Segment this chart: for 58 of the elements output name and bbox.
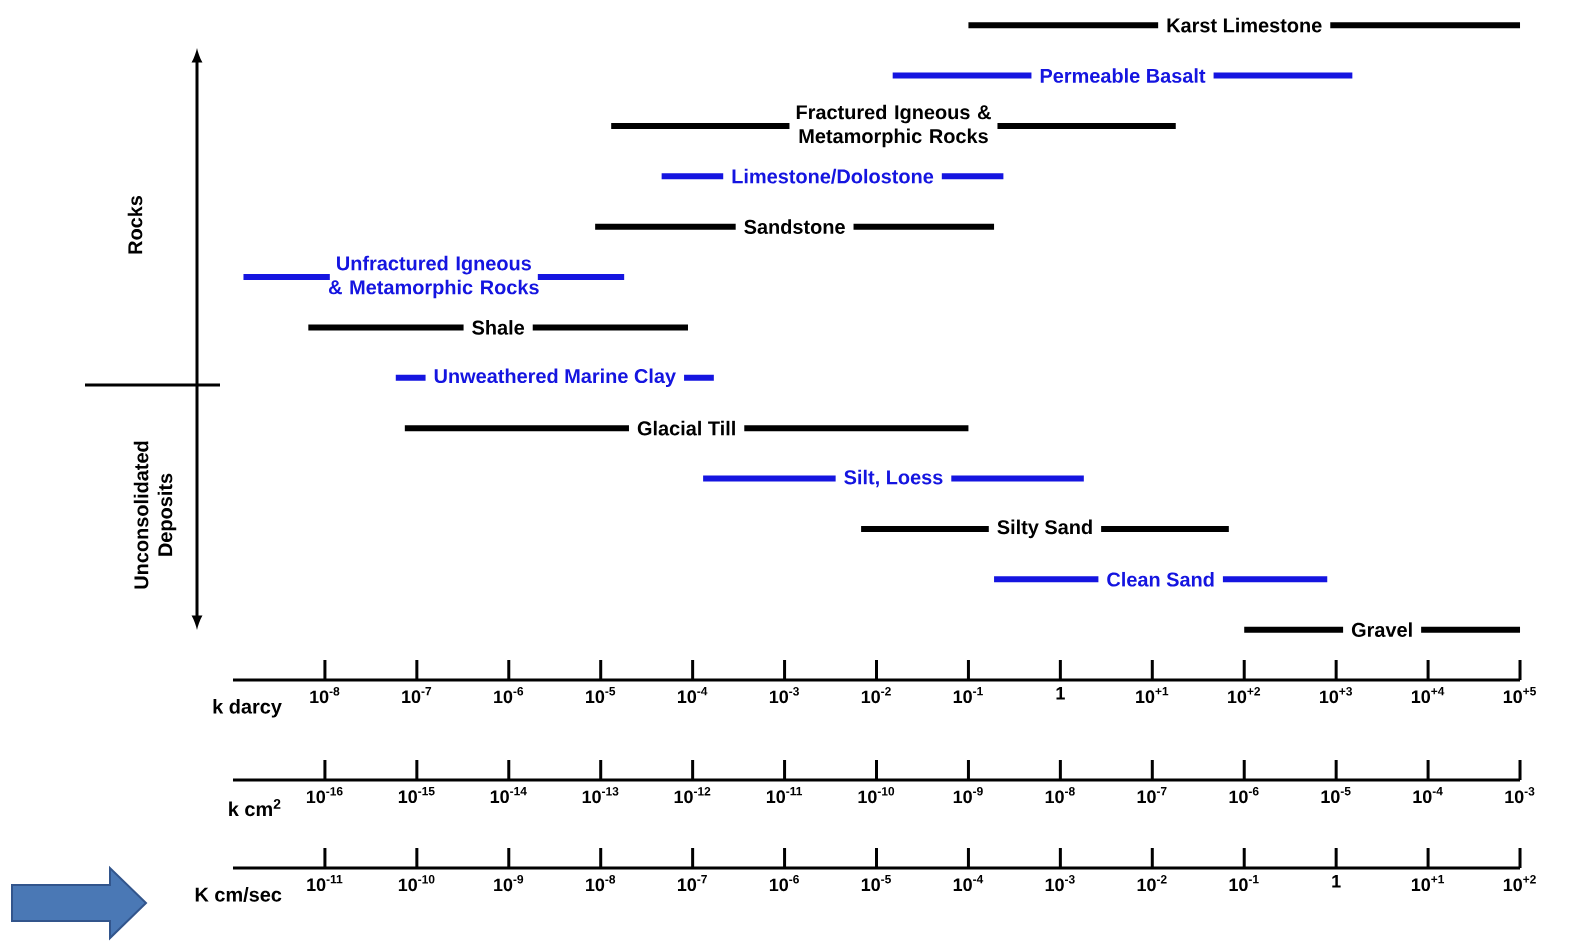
text: 10$^{-5}$ — [861, 875, 891, 892]
x-axis-title: k darcy — [213, 699, 282, 718]
text: 10$^{-5}$ — [1321, 787, 1351, 804]
y-tick-label: Unfractured Igneous & Metamorphic Rocks — [328, 255, 539, 299]
x-tick-label: 10$^{+2}$ — [1228, 687, 1261, 704]
text: 10$^{-11}$ — [766, 787, 803, 804]
text: 10$^{-8}$ — [586, 875, 616, 892]
text: 10$^{-2}$ — [1137, 875, 1167, 892]
y-tick-label: Karst Limestone — [1167, 17, 1322, 33]
text: 10$^{-14}$ — [490, 787, 527, 804]
text: 10$^{-6}$ — [1229, 787, 1259, 804]
text: Unconsolidated Deposits — [133, 441, 177, 589]
y-tick-label: Silt, Loess — [844, 469, 943, 488]
x-tick-label: 10$^{+5}$ — [1503, 687, 1536, 704]
text: 10$^{-11}$ — [307, 875, 343, 892]
text: 10$^{-8}$ — [1045, 787, 1075, 804]
text: k cm$^{2}$ — [229, 799, 281, 817]
y-tick-label: Silty Sand — [997, 519, 1092, 539]
text: 10$^{-3}$ — [1045, 875, 1075, 892]
x-tick-label: 10$^{+1}$ — [1136, 687, 1169, 704]
y-tick-label: Fractured Igneous & Metamorphic Rocks — [796, 104, 991, 148]
text: 10$^{+2}$ — [1503, 875, 1536, 892]
text: 1 — [1332, 875, 1341, 888]
text: 10$^{-10}$ — [398, 875, 435, 892]
x-tick-label: 1 — [1056, 687, 1065, 700]
text: 10$^{-12}$ — [674, 787, 711, 804]
text: 10$^{-7}$ — [1137, 787, 1167, 804]
x-tick-label: 10$^{-4}$ — [677, 687, 708, 704]
text: K cm/sec — [195, 887, 282, 902]
text: 10$^{-4}$ — [1413, 787, 1443, 804]
y-tick-label: Shale — [472, 320, 525, 335]
text: 10$^{-16}$ — [306, 787, 343, 804]
x-tick-label: 10$^{-3}$ — [769, 687, 799, 704]
x-tick-label: 10$^{-2}$ — [861, 687, 891, 704]
text: 10$^{-13}$ — [582, 787, 619, 804]
text: 10$^{-4}$ — [953, 875, 984, 892]
x-tick-label: 10$^{-1}$ — [953, 687, 983, 704]
text: Rocks — [127, 195, 143, 254]
x-tick-label: 10$^{-6}$ — [494, 687, 524, 704]
x-tick-label: 10$^{-5}$ — [586, 687, 616, 704]
x-tick-label: 10$^{-8}$ — [310, 687, 340, 704]
text: 10$^{-10}$ — [858, 787, 895, 804]
x-tick-label: 10$^{+4}$ — [1411, 687, 1445, 704]
y-tick-label: Glacial Till — [637, 420, 735, 436]
y-tick-label: Permeable Basalt — [1040, 68, 1206, 83]
text: 10$^{-3}$ — [1505, 787, 1535, 804]
text: 10$^{-1}$ — [1229, 875, 1259, 892]
text: 10$^{-9}$ — [953, 787, 983, 804]
y-tick-label: Clean Sand — [1107, 571, 1214, 587]
text: 10$^{-7}$ — [677, 875, 707, 892]
x-tick-label: 10$^{-7}$ — [402, 687, 432, 704]
y-tick-label: Sandstone — [744, 219, 845, 234]
x-tick-label: 10$^{+3}$ — [1319, 687, 1353, 704]
text: 10$^{+1}$ — [1411, 875, 1445, 892]
y-tick-label: Gravel — [1351, 622, 1412, 637]
text: 10$^{-15}$ — [398, 787, 435, 804]
text: 10$^{-6}$ — [769, 875, 799, 892]
text: 10$^{-9}$ — [494, 875, 524, 892]
